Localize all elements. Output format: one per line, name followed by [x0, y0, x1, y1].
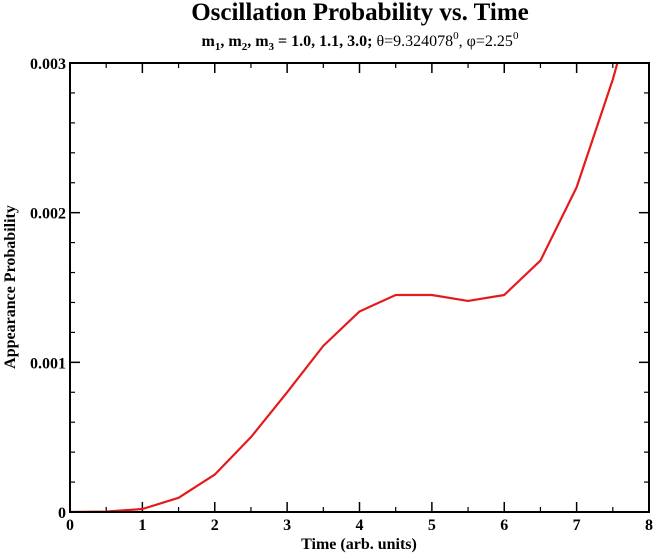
plot-frame	[69, 62, 650, 513]
chart-title: Oscillation Probability vs. Time	[191, 0, 529, 26]
x-tick-label: 7	[573, 517, 581, 534]
axis-ticks	[69, 62, 650, 513]
y-tick-label: 0.002	[30, 206, 66, 223]
x-tick-label: 2	[211, 517, 219, 534]
x-tick-label: 5	[428, 517, 436, 534]
x-tick-label: 1	[138, 517, 146, 534]
series-group	[70, 63, 619, 512]
y-tick-label: 0.001	[30, 355, 66, 372]
x-tick-label: 4	[356, 517, 364, 534]
x-tick-label: 0	[66, 517, 74, 534]
subtitle-phi: φ=2.25	[467, 33, 513, 50]
subtitle-masses: = 1.0, 1.1, 3.0;	[274, 33, 372, 50]
subtitle-m2-sub: 2	[242, 41, 248, 53]
subtitle-theta-sup: 0	[453, 30, 459, 42]
series-line	[70, 63, 619, 512]
y-tick-label: 0	[58, 505, 66, 522]
subtitle-m1-sub: 1	[215, 41, 221, 53]
subtitle-theta: θ=9.324078	[372, 33, 453, 50]
x-tick-label: 3	[283, 517, 291, 534]
subtitle-phi-sup: 0	[513, 30, 519, 42]
x-tick-labels: 0 1 2 3 4 5 6 7 8	[66, 517, 653, 534]
x-tick-label: 6	[500, 517, 508, 534]
chart-subtitle: m1, m2, m3 = 1.0, 1.1, 3.0; θ=9.3240780,…	[202, 30, 519, 53]
subtitle-sep1: ,	[220, 33, 228, 50]
y-tick-label: 0.003	[30, 56, 66, 73]
subtitle-sep3: ,	[459, 33, 467, 50]
subtitle-m3-sub: 3	[269, 41, 275, 53]
subtitle-m1: m	[202, 33, 216, 50]
x-axis-label: Time (arb. units)	[301, 536, 417, 553]
subtitle-sep2: ,	[247, 33, 255, 50]
y-axis-label: Appearance Probability	[2, 205, 19, 369]
subtitle-m3: m	[255, 33, 269, 50]
subtitle-m2: m	[228, 33, 242, 50]
x-tick-label: 8	[645, 517, 653, 534]
y-tick-labels: 0 0.001 0.002 0.003	[30, 56, 66, 522]
